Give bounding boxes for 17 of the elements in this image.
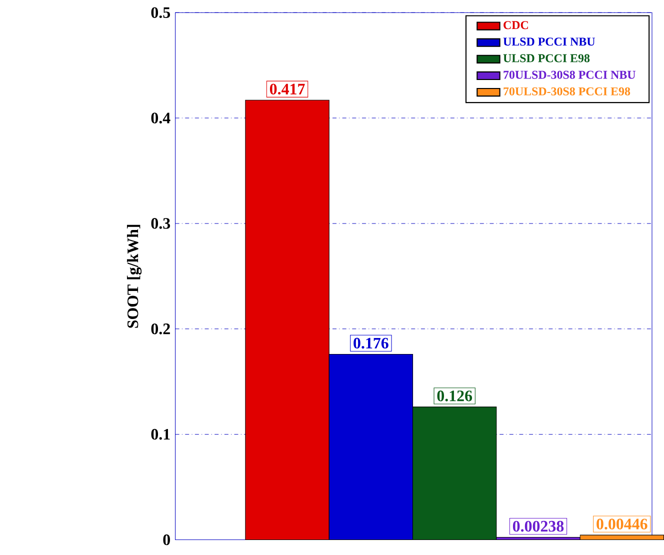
legend-label: 70ULSD-30S8 PCCI E98 xyxy=(504,88,630,96)
y-tick-label: 0 xyxy=(163,534,170,546)
y-tick-label: 0.2 xyxy=(151,324,170,335)
legend-label: ULSD PCCI E98 xyxy=(503,54,590,62)
y-tick-label: 0.4 xyxy=(151,112,170,124)
data-label: 0.00446 xyxy=(596,518,648,530)
y-axis-title: SOOT [g/kWh] xyxy=(126,225,142,328)
y-tick-label: 0.5 xyxy=(151,7,170,18)
legend-label: 70ULSD-30S8 PCCI NBU xyxy=(504,70,636,80)
y-tick-label: 0.1 xyxy=(151,429,170,440)
data-label: 0.00238 xyxy=(512,521,564,532)
y-tick-label: 0.3 xyxy=(151,218,170,230)
legend-label: CDC xyxy=(504,21,528,30)
legend-label: ULSD PCCI NBU xyxy=(503,38,595,46)
data-label: 0.417 xyxy=(270,84,305,95)
data-label: 0.176 xyxy=(354,338,388,349)
data-label: 0.126 xyxy=(437,390,472,402)
